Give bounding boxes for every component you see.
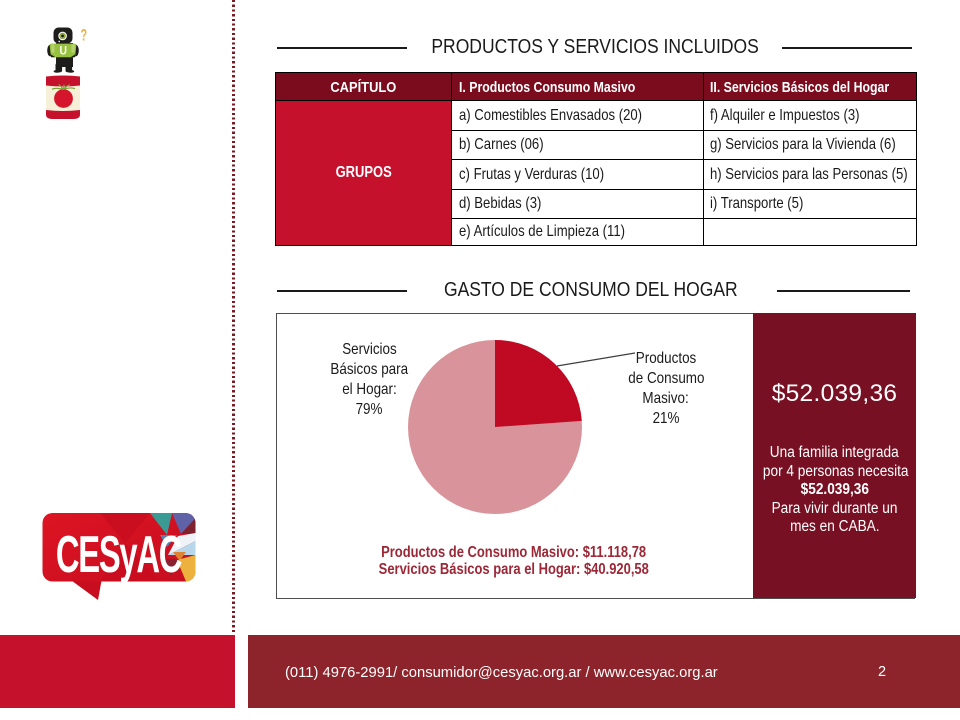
svg-text:?: ? (80, 25, 87, 44)
svg-text:U: U (60, 45, 68, 58)
svg-text:CESyAC: CESyAC (56, 527, 182, 584)
